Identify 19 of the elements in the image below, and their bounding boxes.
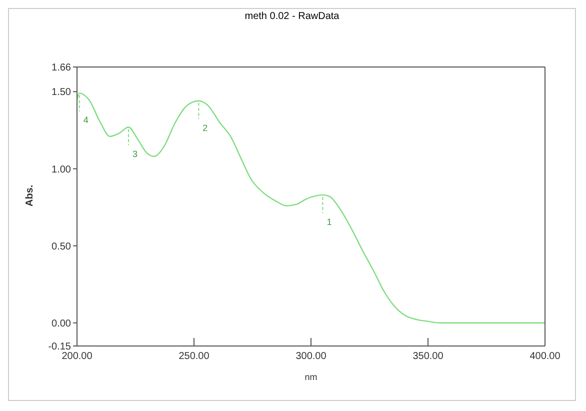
x-tick-label: 200.00	[62, 351, 93, 362]
y-tick-label: 0.00	[52, 318, 72, 330]
x-tick-label: 350.00	[412, 351, 444, 362]
x-tick-label: 250.00	[178, 351, 210, 362]
y-tick-label: 0.50	[52, 241, 72, 252]
x-axis-title: nm	[304, 372, 318, 382]
x-tick-label: 400.00	[530, 351, 561, 362]
chart-title: meth 0.02 - RawData	[244, 11, 340, 22]
y-tick-label: -0.15	[48, 342, 72, 353]
annotation: 2	[202, 122, 208, 133]
y-axis-title: Abs.	[24, 184, 36, 206]
annotation: 3	[132, 149, 138, 160]
annotation: 4	[83, 115, 88, 126]
annotation: 1	[326, 216, 332, 227]
y-tick-label: 1.00	[52, 164, 72, 176]
y-tick-label: 1.50	[52, 87, 72, 98]
line-series	[77, 92, 545, 324]
y-tick-label: 1.66	[52, 62, 72, 74]
x-tick-label: 300.00	[296, 351, 327, 362]
